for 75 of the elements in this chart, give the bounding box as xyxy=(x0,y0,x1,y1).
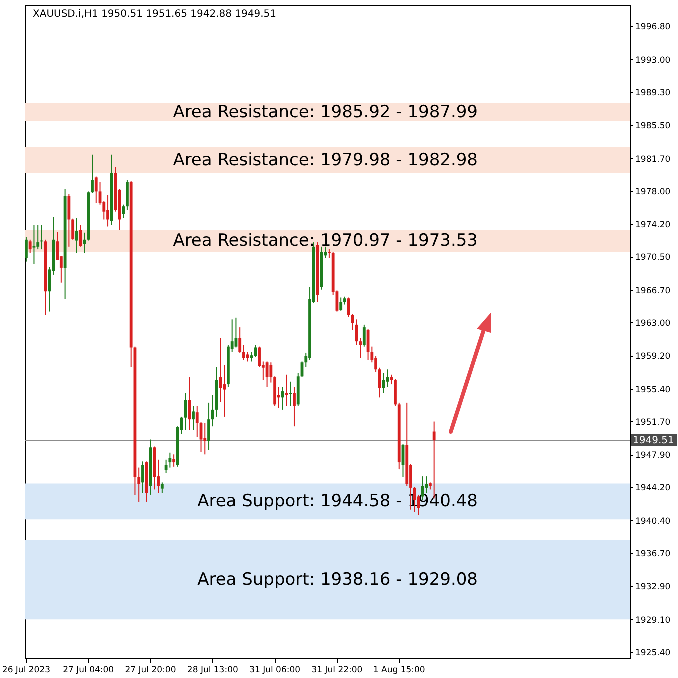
y-tick-label: 1989.30 xyxy=(636,88,671,98)
candlestick xyxy=(270,362,273,384)
candlestick xyxy=(188,377,192,431)
chart-title: XAUUSD.i,H1 1950.51 1951.65 1942.88 1949.51 xyxy=(33,9,277,20)
candlestick xyxy=(172,454,176,468)
candlestick xyxy=(211,394,214,428)
candlestick xyxy=(425,476,428,494)
candlestick xyxy=(76,217,78,254)
x-tick-label: 31 Jul 22:00 xyxy=(312,666,363,676)
candlestick xyxy=(196,406,199,438)
candlestick xyxy=(359,338,362,359)
y-tick-label: 1929.10 xyxy=(636,616,671,626)
candlestick xyxy=(204,422,207,456)
candlestick xyxy=(340,297,343,312)
candlestick xyxy=(293,386,296,428)
candlestick xyxy=(32,224,36,265)
y-tick-label: 1993.00 xyxy=(636,56,671,66)
y-tick-label: 1996.80 xyxy=(636,22,671,33)
band-label: Area Resistance: 1985.92 - 1987.99 xyxy=(173,102,478,122)
y-tick-label: 1932.90 xyxy=(636,582,671,593)
candlestick xyxy=(208,402,210,451)
y-tick-label: 1955.40 xyxy=(636,385,671,396)
x-tick-label: 28 Jul 13:00 xyxy=(187,666,238,676)
candlestick xyxy=(374,356,378,373)
y-tick-label: 1974.20 xyxy=(636,220,671,231)
y-tick-label: 1981.70 xyxy=(636,154,671,165)
y-tick-label: 1944.20 xyxy=(636,484,671,494)
candlestick xyxy=(138,467,141,502)
y-tick-label: 1985.50 xyxy=(636,122,671,132)
candlestick xyxy=(192,406,195,431)
candlestick xyxy=(362,324,366,348)
candlestick xyxy=(79,224,82,248)
band-label: Area Support: 1938.16 - 1929.08 xyxy=(198,570,478,590)
y-tick-label: 1925.40 xyxy=(636,648,671,658)
band-label: Area Resistance: 1979.98 - 1982.98 xyxy=(173,150,478,170)
candlestick xyxy=(68,194,71,248)
candlestick xyxy=(281,386,284,410)
candlestick xyxy=(72,218,75,240)
candlestick xyxy=(238,327,242,354)
candlestick xyxy=(106,194,110,228)
x-tick-label: 27 Jul 20:00 xyxy=(125,666,176,676)
band-label: Area Resistance: 1970.97 - 1973.53 xyxy=(173,231,478,252)
candlestick xyxy=(355,319,358,346)
x-tick-label: 1 Aug 15:00 xyxy=(373,666,426,676)
candlestick xyxy=(328,249,331,259)
candlestick xyxy=(94,176,98,204)
candlestick xyxy=(254,344,258,358)
x-tick-label: 26 Jul 2023 xyxy=(2,666,51,676)
candlestick xyxy=(91,154,94,194)
candlestick xyxy=(242,344,246,360)
y-tick-label: 1951.70 xyxy=(636,418,671,428)
y-tick-label: 1966.70 xyxy=(636,286,671,296)
y-tick-label: 1947.90 xyxy=(636,451,671,462)
candlestick xyxy=(28,239,32,254)
y-tick-label: 1978.00 xyxy=(636,187,671,198)
candlestick xyxy=(142,461,144,494)
y-tick-label: 1940.40 xyxy=(636,516,671,527)
candlestick xyxy=(378,367,382,398)
candlestick xyxy=(223,364,226,418)
candlestick xyxy=(382,372,386,394)
x-tick-label: 31 Jul 06:00 xyxy=(250,666,301,676)
y-tick-label: 1963.00 xyxy=(636,318,671,329)
ref-line-label: 1949.51 xyxy=(633,436,674,447)
y-tick-label: 1959.20 xyxy=(636,352,671,362)
candlestick xyxy=(36,224,40,250)
y-tick-label: 1936.70 xyxy=(636,549,671,560)
candlestick xyxy=(122,204,126,218)
candlestick xyxy=(25,236,28,262)
candlestick xyxy=(390,374,394,386)
candlestick xyxy=(160,482,164,494)
x-tick-label: 27 Jul 04:00 xyxy=(63,666,114,676)
candlestick xyxy=(258,346,261,368)
y-tick-label: 1970.50 xyxy=(636,253,671,264)
candlestick xyxy=(219,338,222,403)
candlestick xyxy=(246,352,250,362)
